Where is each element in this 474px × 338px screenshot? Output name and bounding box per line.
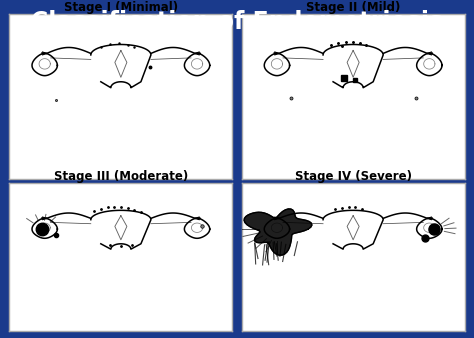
Title: Stage I (Minimal): Stage I (Minimal) bbox=[64, 1, 178, 14]
Title: Stage II (Mild): Stage II (Mild) bbox=[306, 1, 401, 14]
Text: Classification of Endometriosis: Classification of Endometriosis bbox=[31, 10, 443, 34]
Polygon shape bbox=[244, 209, 312, 255]
Title: Stage IV (Severe): Stage IV (Severe) bbox=[295, 170, 411, 183]
Title: Stage III (Moderate): Stage III (Moderate) bbox=[54, 170, 188, 183]
